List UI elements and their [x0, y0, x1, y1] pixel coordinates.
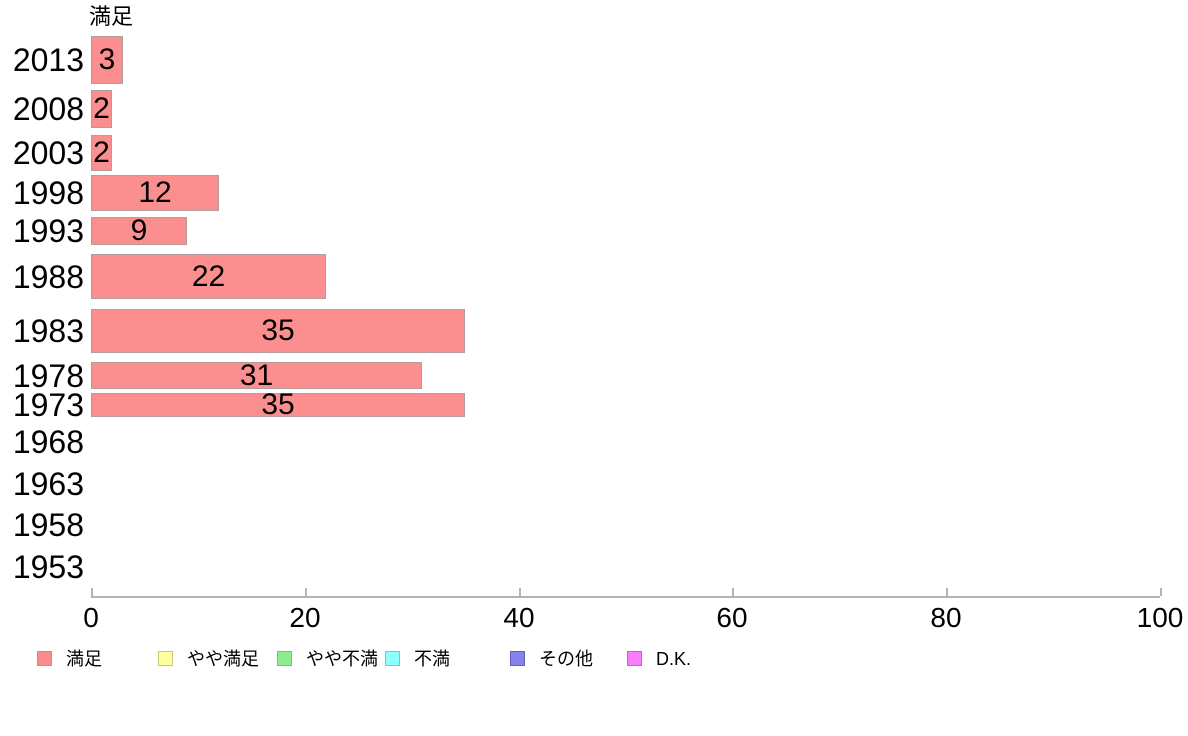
x-axis-tick-label: 60	[716, 602, 748, 633]
x-axis-tick	[1160, 588, 1162, 596]
y-axis-label: 1968	[12, 424, 84, 460]
y-axis-label: 1973	[12, 387, 84, 423]
legend-swatch-icon	[510, 651, 525, 666]
y-axis-label: 1998	[12, 175, 84, 211]
y-axis-label: 1993	[12, 213, 84, 249]
x-axis-tick-label: 40	[503, 602, 535, 633]
legend-swatch-icon	[158, 651, 173, 666]
legend-swatch-icon	[37, 651, 52, 666]
x-axis-tick-label: 100	[1136, 602, 1184, 633]
bar-value-label: 22	[191, 259, 226, 293]
legend-swatch-icon	[627, 651, 642, 666]
bar: 9	[91, 214, 187, 247]
bar-value-label: 31	[239, 358, 274, 392]
x-axis-line	[91, 596, 1160, 598]
x-axis-tick	[305, 588, 307, 596]
y-axis-label: 1983	[12, 313, 84, 349]
bar: 12	[91, 175, 219, 211]
x-axis-tick-label: 20	[289, 602, 321, 633]
bar: 35	[91, 388, 465, 421]
legend-label: 満足	[66, 649, 102, 669]
bar: 3	[91, 36, 123, 84]
y-axis-label: 2013	[12, 42, 84, 78]
y-axis-label: 1958	[12, 507, 84, 543]
bar-value-label: 3	[98, 43, 116, 76]
y-axis-label: 1963	[12, 466, 84, 502]
bar-value-label: 35	[261, 388, 295, 421]
y-axis-label: 1978	[12, 357, 84, 394]
legend-label: 不満	[414, 649, 450, 669]
bar: 22	[91, 254, 326, 299]
legend-label: やや不満	[306, 649, 378, 669]
legend-swatch-icon	[385, 651, 400, 666]
bar: 2	[91, 135, 112, 171]
x-axis-tick-label: 80	[930, 602, 962, 633]
x-axis-tick	[732, 588, 734, 596]
bar: 35	[91, 309, 465, 353]
y-axis-label: 1988	[12, 258, 84, 295]
x-axis-tick-label: 0	[83, 602, 99, 633]
legend-label: D.K.	[656, 649, 692, 669]
legend-label: やや満足	[187, 649, 259, 669]
y-axis-label: 2003	[12, 135, 84, 171]
chart-title: 満足	[89, 4, 134, 29]
bar-value-label: 12	[138, 176, 172, 209]
bar-value-label: 9	[130, 214, 148, 247]
bar-value-label: 35	[261, 314, 295, 347]
bar: 2	[91, 90, 112, 128]
legend-swatch-icon	[277, 651, 292, 666]
bar-value-label: 2	[93, 92, 110, 125]
y-axis-label: 2008	[12, 91, 84, 127]
bar-value-label: 2	[93, 136, 110, 169]
y-axis-label: 1953	[12, 549, 84, 585]
x-axis-tick	[91, 588, 93, 596]
x-axis-tick	[946, 588, 948, 596]
x-axis-tick	[519, 588, 521, 596]
bar: 31	[91, 358, 422, 392]
legend-label: その他	[539, 649, 593, 669]
